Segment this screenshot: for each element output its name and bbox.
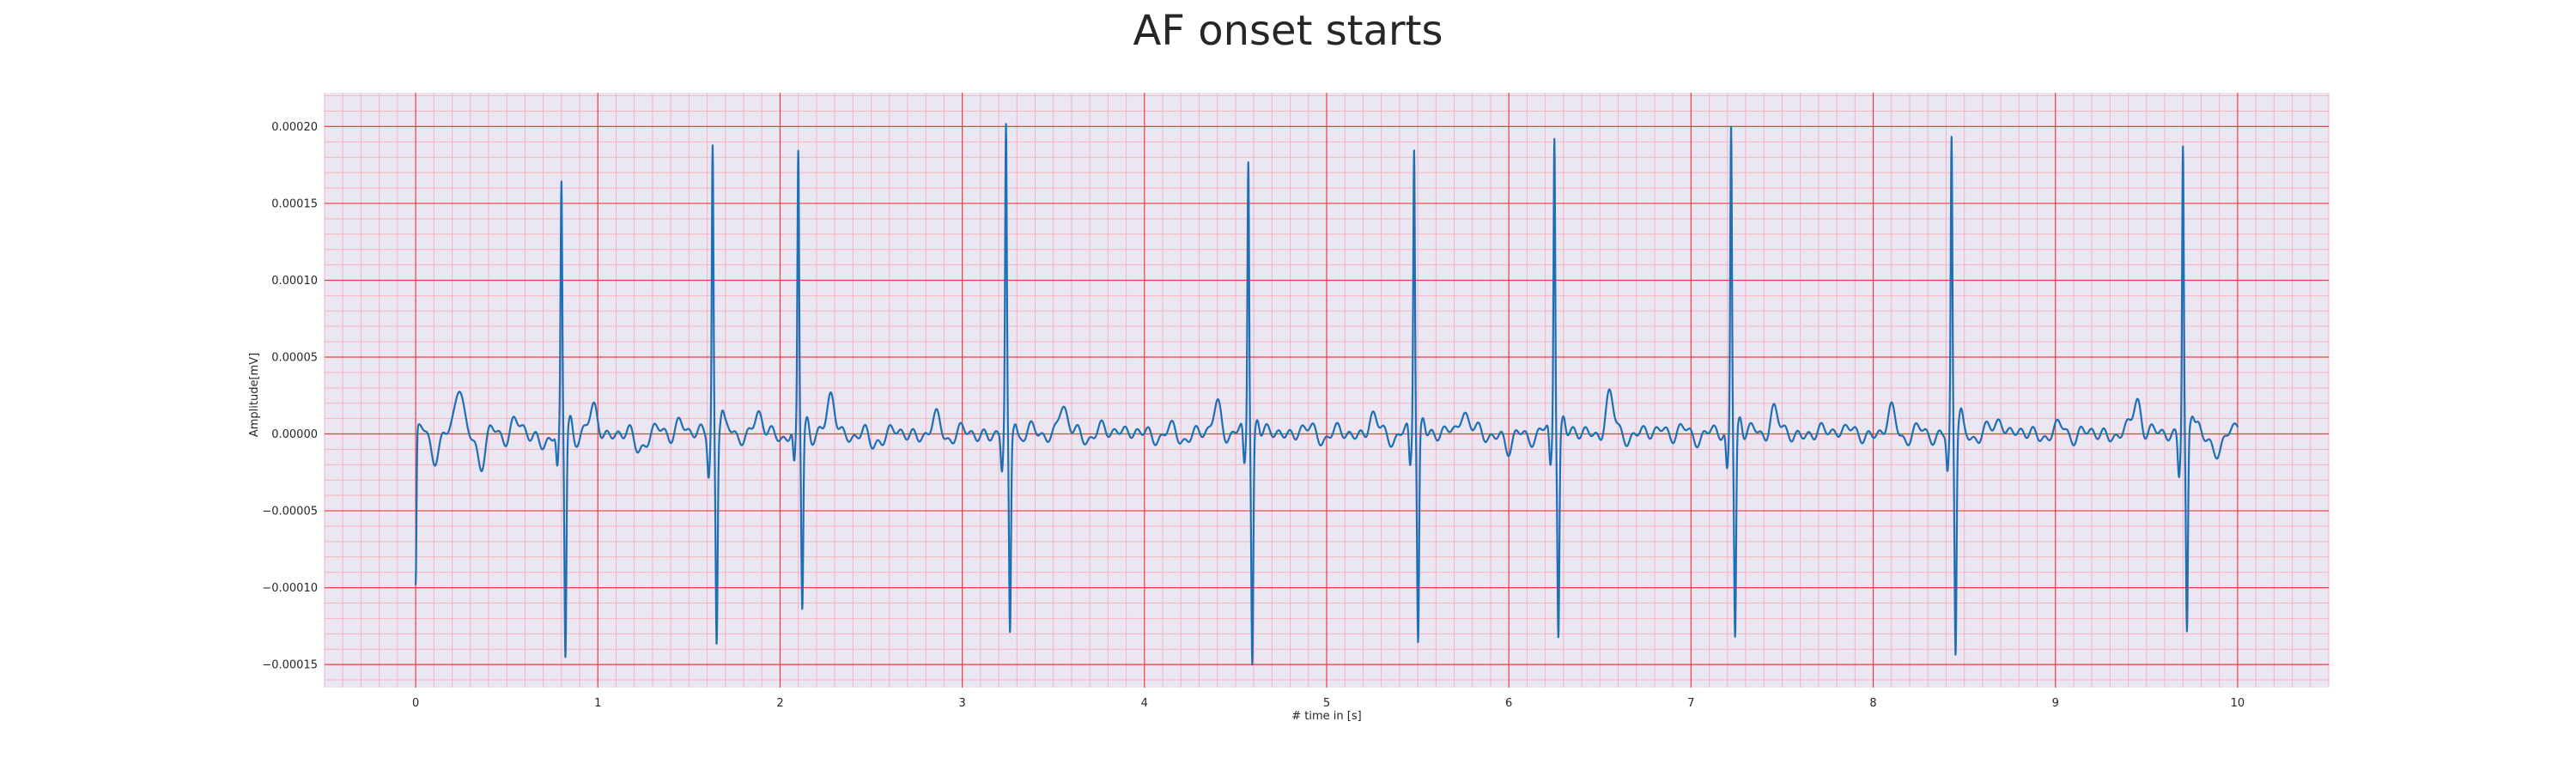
x-tick-label: 9 [2052, 697, 2059, 710]
x-tick-label: 0 [412, 697, 419, 710]
y-tick-label: −0.00010 [262, 582, 318, 595]
ecg-series-line [414, 123, 2239, 666]
x-tick-label: 1 [594, 697, 601, 710]
major-grid [325, 93, 2329, 688]
x-tick-label: 7 [1687, 697, 1694, 710]
y-tick-label: −0.00005 [262, 506, 318, 518]
x-tick-label: 5 [1323, 697, 1330, 710]
y-axis-label: Amplitude[mV] [248, 353, 261, 437]
x-tick-label: 4 [1141, 697, 1148, 710]
y-tick-label: 0.00010 [271, 275, 318, 288]
x-tick-label: 6 [1505, 697, 1512, 710]
y-axis-ticks: −0.00015 −0.00010 −0.00005 0.00000 0.00005 0.… [262, 121, 318, 672]
x-axis-ticks: 0 1 2 3 4 5 6 7 8 9 10 [412, 697, 2245, 710]
x-tick-label: 10 [2231, 697, 2245, 710]
x-tick-label: 2 [776, 697, 783, 710]
y-tick-label: 0.00000 [271, 428, 318, 441]
x-tick-label: 8 [1869, 697, 1876, 710]
y-tick-label: 0.00020 [271, 121, 318, 134]
chart-title: AF onset starts [1133, 7, 1443, 55]
x-axis-label: # time in [s] [1291, 710, 1361, 723]
y-tick-label: 0.00005 [271, 352, 318, 365]
y-tick-label: −0.00015 [262, 659, 318, 672]
y-tick-label: 0.00015 [271, 197, 318, 210]
x-tick-label: 3 [958, 697, 965, 710]
